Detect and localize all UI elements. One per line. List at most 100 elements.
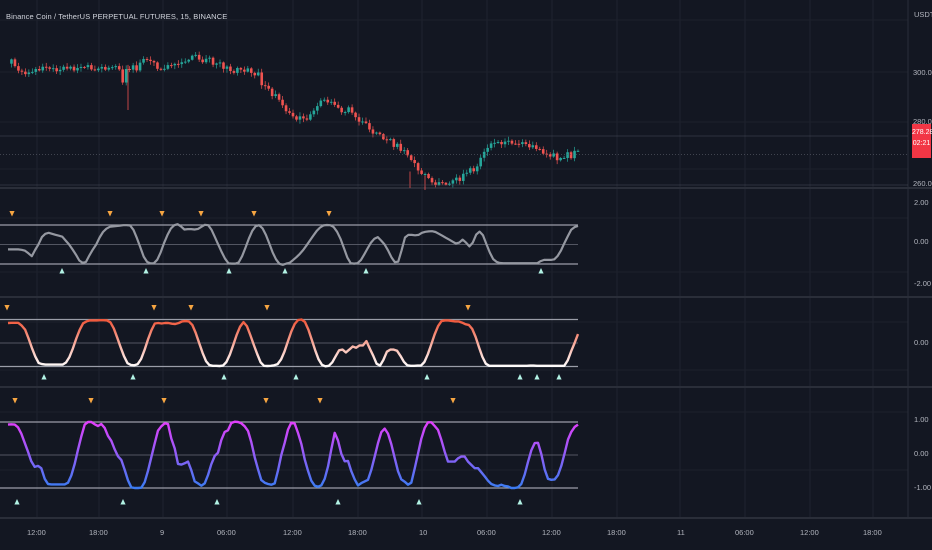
candle xyxy=(229,63,232,75)
candle xyxy=(493,138,496,148)
candle xyxy=(347,105,350,114)
time-axis-label: 18:00 xyxy=(863,528,882,537)
candle xyxy=(79,63,83,72)
pane3-axis-label: -1.00 xyxy=(914,483,932,492)
candle xyxy=(197,51,201,62)
pane2-axis-label: 0.00 xyxy=(914,338,929,347)
oscillator-line xyxy=(8,223,579,266)
candle xyxy=(194,52,197,58)
candle xyxy=(138,59,142,73)
candle xyxy=(41,63,45,73)
candle xyxy=(177,60,180,68)
candle xyxy=(559,157,562,162)
candle xyxy=(190,54,194,61)
candle xyxy=(573,146,576,162)
time-axis-label: 10 xyxy=(419,528,428,537)
candle xyxy=(277,92,281,102)
candle xyxy=(382,133,385,141)
candle xyxy=(31,68,34,75)
time-axis-label: 12:00 xyxy=(542,528,561,537)
pane3-axis-label: 0.00 xyxy=(914,449,929,458)
candle xyxy=(368,119,371,133)
candle xyxy=(496,139,500,144)
buy-signal-marker xyxy=(534,374,540,380)
candle xyxy=(517,140,521,148)
candle xyxy=(44,62,48,71)
sell-signal-marker xyxy=(465,305,471,311)
candle xyxy=(562,155,566,159)
candle xyxy=(263,81,267,90)
candle xyxy=(576,149,580,152)
price-axis-label: 300.00 xyxy=(913,68,932,77)
sell-signal-marker xyxy=(263,398,269,404)
candle xyxy=(104,64,107,71)
symbol-title: Binance Coin / TetherUS PERPETUAL FUTURE… xyxy=(6,12,228,21)
time-axis-label: 9 xyxy=(160,528,165,537)
buy-signal-marker xyxy=(143,268,149,274)
time-axis-label: 12:00 xyxy=(283,528,302,537)
candle xyxy=(534,142,538,152)
candle xyxy=(482,148,486,162)
candle xyxy=(555,151,559,165)
candle xyxy=(409,154,413,162)
price-axis-label: 280.00 xyxy=(913,117,932,126)
time-axis-label: 06:00 xyxy=(477,528,496,537)
candle xyxy=(503,138,507,148)
candle xyxy=(364,117,368,125)
candle xyxy=(288,107,291,115)
candle xyxy=(472,165,476,174)
candle xyxy=(399,139,403,154)
candle xyxy=(305,114,309,122)
candle xyxy=(302,113,305,123)
oscillator-line xyxy=(7,420,579,490)
buy-signal-marker xyxy=(538,268,544,274)
sell-signal-marker xyxy=(264,305,270,311)
buy-signal-marker xyxy=(416,499,422,505)
buy-signal-marker xyxy=(41,374,47,380)
candle xyxy=(208,55,211,63)
chart-grid xyxy=(36,0,874,518)
buy-signal-marker xyxy=(214,499,220,505)
oscillator-pane-2[interactable] xyxy=(0,305,580,380)
candle xyxy=(24,68,27,77)
sell-signal-marker xyxy=(88,398,94,404)
candle xyxy=(249,67,253,77)
buy-signal-marker xyxy=(335,499,341,505)
buy-signal-marker xyxy=(120,499,126,505)
candle xyxy=(114,64,118,70)
buy-signal-marker xyxy=(363,268,369,274)
sell-signal-marker xyxy=(107,211,113,217)
candle xyxy=(413,156,416,168)
price-pane[interactable] xyxy=(0,51,908,190)
buy-signal-marker xyxy=(226,268,232,274)
candle xyxy=(166,62,170,71)
candle xyxy=(222,61,225,73)
sell-signal-marker xyxy=(317,398,323,404)
candle xyxy=(90,62,93,71)
candle xyxy=(37,65,41,72)
candle xyxy=(163,64,166,72)
sell-signal-marker xyxy=(198,211,204,217)
oscillator-pane-3[interactable] xyxy=(0,398,579,505)
oscillator-pane-1[interactable] xyxy=(0,211,579,274)
candle xyxy=(34,66,38,76)
candle xyxy=(291,109,295,119)
candle xyxy=(239,66,243,73)
candle xyxy=(510,139,514,146)
candle xyxy=(378,131,382,136)
candle xyxy=(538,146,542,151)
buy-signal-marker xyxy=(424,374,430,380)
candle xyxy=(295,114,298,122)
candle xyxy=(420,167,423,176)
candle xyxy=(434,179,437,188)
candle xyxy=(170,62,173,69)
candle xyxy=(10,58,13,68)
candle xyxy=(416,161,420,175)
candle xyxy=(211,56,215,68)
candle xyxy=(97,66,100,73)
candle xyxy=(528,140,531,150)
candle xyxy=(479,154,482,170)
candle xyxy=(201,56,204,64)
candle xyxy=(128,66,131,73)
